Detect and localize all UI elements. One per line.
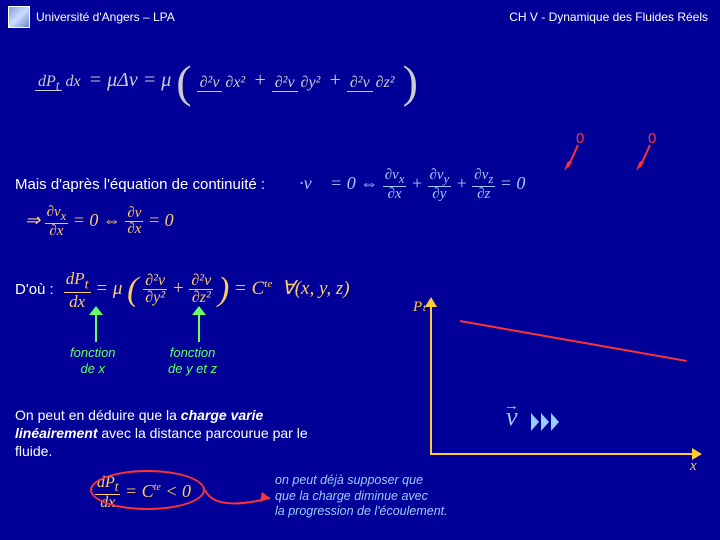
dou-equation: dPtdx = μ ( ∂²v∂y² + ∂²v∂z² ) = Cte ∀(x,…: [64, 270, 350, 310]
header-left-text: Université d'Angers – LPA: [36, 10, 175, 24]
pressure-chart: Pₜ x → v: [410, 300, 700, 470]
university-logo-icon: [8, 6, 30, 28]
bottom-note: on peut déjà supposer que que la charge …: [275, 473, 448, 520]
header-right-text: CH V - Dynamique des Fluides Réels: [509, 10, 708, 24]
red-arrow-2-icon: [636, 143, 656, 171]
continuity-label: Mais d'après l'équation de continuité :: [15, 176, 265, 193]
x-axis-label: x: [690, 458, 697, 475]
function-label-yz: fonction de y et z: [168, 345, 217, 376]
y-axis-label: Pₜ: [413, 297, 427, 316]
red-arrow-1-icon: [564, 143, 584, 171]
dou-label: D'où :: [15, 281, 54, 298]
header-left: Université d'Angers – LPA: [8, 6, 175, 28]
continuity-equation: ∇⃗·v⃗ = 0 ⇔ ∂vx∂x + ∂vy∂y + ∂vz∂z = 0: [271, 168, 525, 202]
flow-arrows-icon: [531, 413, 559, 431]
red-highlight-oval-icon: [90, 470, 205, 510]
y-axis: [430, 300, 432, 455]
trend-line: [460, 320, 687, 362]
green-arrowhead-1-icon: [89, 306, 103, 315]
conclusion-text: On peut en déduire que la charge varie l…: [15, 406, 325, 461]
slide-header: Université d'Angers – LPA CH V - Dynamiq…: [0, 0, 720, 32]
velocity-label: v: [506, 402, 518, 432]
function-label-x: fonction de x: [70, 345, 116, 376]
dou-row: D'où : dPtdx = μ ( ∂²v∂y² + ∂²v∂z² ) = C…: [15, 270, 350, 310]
red-connector-icon: [200, 480, 280, 520]
continuity-row: Mais d'après l'équation de continuité : …: [15, 168, 525, 202]
x-axis: [430, 453, 695, 455]
implies-equation: ⇒ ∂vx∂x = 0 ⇔ ∂v∂x = 0: [25, 205, 174, 239]
green-arrowhead-2-icon: [192, 306, 206, 315]
top-equation: dPtdx = μΔv = μ ( ∂²v∂x² + ∂²v∂y² + ∂²v∂…: [35, 55, 418, 108]
